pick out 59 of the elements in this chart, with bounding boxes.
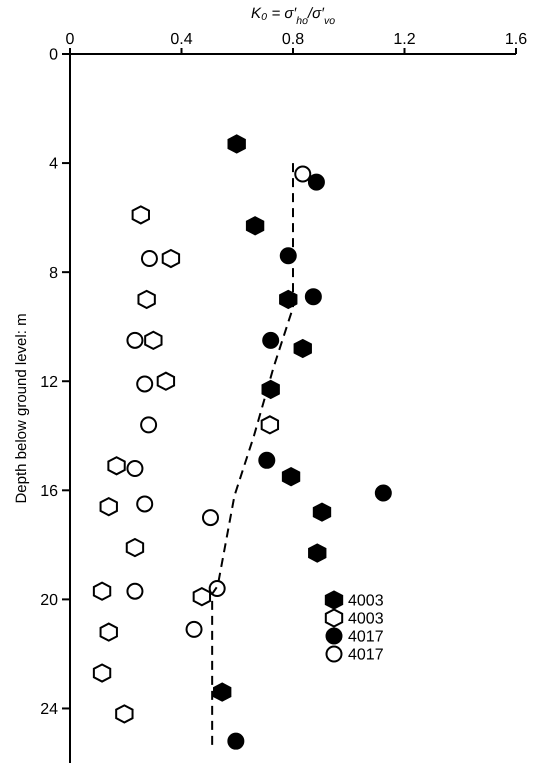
point [115,704,134,724]
point [312,502,332,522]
y-tick-label: 4 [49,156,58,173]
point [140,416,158,434]
y-tick-label: 16 [40,482,58,500]
point [280,247,297,264]
point [192,587,212,606]
legend-label: 4003 [348,610,384,628]
point [107,456,126,476]
point [92,663,112,683]
point [202,509,219,526]
point [92,582,112,601]
point [262,332,280,349]
point [208,580,226,597]
point [132,205,150,224]
point [228,134,246,154]
point [308,174,325,191]
point [374,484,392,502]
point [262,380,280,399]
point [282,467,300,486]
point [126,460,144,477]
point [100,622,118,642]
y-tick-label: 0 [49,46,58,64]
point [227,732,244,750]
point [186,620,203,638]
point [100,497,118,516]
x-tick-label: 0.4 [170,31,193,48]
point [136,495,154,512]
legend-label: 4017 [348,628,384,646]
point [279,290,298,309]
y-axis-title: Depth below ground level: m [13,313,30,504]
x-tick-label: 1.2 [393,31,416,48]
point [126,538,144,558]
point [260,415,280,434]
point [294,338,312,358]
point [126,582,144,600]
point [156,372,176,391]
point [308,543,326,563]
point [258,452,276,469]
x-tick-label: 1.6 [504,31,528,48]
point [136,375,154,392]
y-tick-label: 24 [40,701,58,718]
point [304,288,322,306]
x-tick-label: 0.8 [282,31,304,48]
y-tick-label: 8 [49,264,58,282]
point [144,330,163,350]
legend-label: 4003 [348,592,384,610]
y-tick-label: 20 [40,592,58,609]
x-tick-label: 0 [66,31,75,48]
point [162,248,180,268]
point [140,250,158,268]
point [213,682,232,702]
x-axis-title: K₀ = σ′$_{ho}$/σ′$_{vo}$ [250,5,336,27]
point [246,216,264,236]
point [126,332,144,349]
point [137,290,156,309]
legend-label: 4017 [348,646,384,664]
y-tick-label: 12 [40,374,58,391]
point [294,165,312,182]
